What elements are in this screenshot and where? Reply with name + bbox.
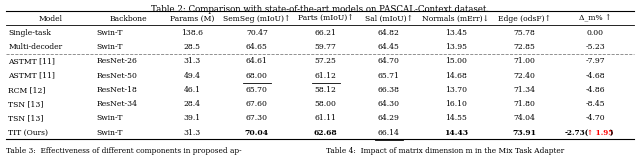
Text: ResNet-18: ResNet-18 [96,86,137,94]
Text: Table 3:  Effectiveness of different components in proposed ap-: Table 3: Effectiveness of different comp… [6,147,242,155]
Text: 61.11: 61.11 [315,114,337,122]
Text: 13.95: 13.95 [445,43,467,51]
Text: -7.97: -7.97 [586,57,605,65]
Text: 64.45: 64.45 [378,43,400,51]
Text: 14.43: 14.43 [444,129,468,137]
Text: 65.70: 65.70 [246,86,268,94]
Text: 64.30: 64.30 [378,100,400,108]
Text: Parts (mIoU)↑: Parts (mIoU)↑ [298,15,353,23]
Text: SemSeg (mIoU)↑: SemSeg (mIoU)↑ [223,15,291,23]
Text: TSN [13]: TSN [13] [8,114,44,122]
Text: -4.68: -4.68 [586,72,605,80]
Text: 67.30: 67.30 [246,114,268,122]
Text: -4.70: -4.70 [586,114,605,122]
Text: 57.25: 57.25 [315,57,337,65]
Text: 66.14: 66.14 [378,129,400,137]
Text: 73.91: 73.91 [513,129,536,137]
Text: 67.60: 67.60 [246,100,268,108]
Text: ↑ 1.95: ↑ 1.95 [587,129,613,137]
Text: 46.1: 46.1 [184,86,200,94]
Text: -8.45: -8.45 [586,100,605,108]
Text: Swin-T: Swin-T [96,129,123,137]
Text: 68.00: 68.00 [246,72,268,80]
Text: 13.45: 13.45 [445,29,467,37]
Text: Model: Model [38,15,62,23]
Text: Swin-T: Swin-T [96,43,123,51]
Text: Single-task: Single-task [8,29,51,37]
Text: 75.78: 75.78 [514,29,536,37]
Text: 62.68: 62.68 [314,129,337,137]
Text: Edge (odsF)↑: Edge (odsF)↑ [498,15,551,23]
Text: 15.00: 15.00 [445,57,467,65]
Text: -2.73(: -2.73( [564,129,589,137]
Text: 66.21: 66.21 [315,29,337,37]
Text: 72.85: 72.85 [514,43,536,51]
Text: 59.77: 59.77 [315,43,337,51]
Text: TIT (Ours): TIT (Ours) [8,129,49,137]
Text: 71.80: 71.80 [514,100,536,108]
Text: 28.4: 28.4 [184,100,200,108]
Text: ASTMT [11]: ASTMT [11] [8,57,55,65]
Text: Swin-T: Swin-T [96,114,123,122]
Text: 58.00: 58.00 [315,100,337,108]
Text: ResNet-34: ResNet-34 [96,100,138,108]
Text: Sal (mIoU)↑: Sal (mIoU)↑ [365,15,413,23]
Text: 58.12: 58.12 [315,86,337,94]
Text: 138.6: 138.6 [181,29,203,37]
Text: 64.82: 64.82 [378,29,400,37]
Text: 28.5: 28.5 [184,43,200,51]
Text: 13.70: 13.70 [445,86,467,94]
Text: ASTMT [11]: ASTMT [11] [8,72,55,80]
Text: 64.65: 64.65 [246,43,268,51]
Text: 0.00: 0.00 [587,29,604,37]
Text: Multi-decoder: Multi-decoder [8,43,63,51]
Text: 31.3: 31.3 [183,57,200,65]
Text: Table 4:  Impact of matrix dimension m in the Mix Task Adapter: Table 4: Impact of matrix dimension m in… [326,147,564,155]
Text: 74.04: 74.04 [514,114,536,122]
Text: 71.00: 71.00 [514,57,536,65]
Text: 64.70: 64.70 [378,57,400,65]
Text: ResNet-50: ResNet-50 [96,72,137,80]
Text: 70.04: 70.04 [245,129,269,137]
Text: Backbone: Backbone [110,15,148,23]
Text: TSN [13]: TSN [13] [8,100,44,108]
Text: RCM [12]: RCM [12] [8,86,45,94]
Text: ResNet-26: ResNet-26 [96,57,137,65]
Text: 39.1: 39.1 [183,114,200,122]
Text: 61.12: 61.12 [315,72,337,80]
Text: 71.34: 71.34 [514,86,536,94]
Text: 65.71: 65.71 [378,72,400,80]
Text: Params (M): Params (M) [170,15,214,23]
Text: 14.68: 14.68 [445,72,467,80]
Text: Swin-T: Swin-T [96,29,123,37]
Text: 64.61: 64.61 [246,57,268,65]
Text: -4.86: -4.86 [586,86,605,94]
Text: Δ_m% ↑: Δ_m% ↑ [579,15,612,23]
Text: 49.4: 49.4 [184,72,200,80]
Text: 14.55: 14.55 [445,114,467,122]
Text: 70.47: 70.47 [246,29,268,37]
Text: 66.38: 66.38 [378,86,400,94]
Text: Normals (mErr)↓: Normals (mErr)↓ [422,15,489,23]
Text: 16.10: 16.10 [445,100,467,108]
Text: 72.40: 72.40 [514,72,536,80]
Text: 64.29: 64.29 [378,114,400,122]
Text: 31.3: 31.3 [183,129,200,137]
Text: ): ) [609,129,612,137]
Text: Table 2: Comparison with state-of-the-art models on PASCAL-Context dataset.: Table 2: Comparison with state-of-the-ar… [151,5,489,14]
Text: -5.23: -5.23 [586,43,605,51]
